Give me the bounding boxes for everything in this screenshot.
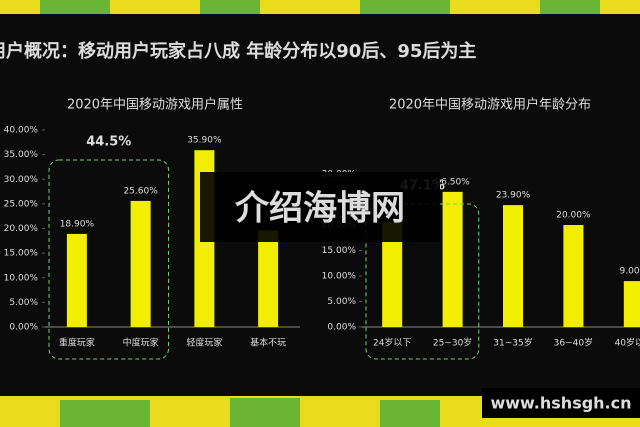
x-tick-label: 40岁以上	[615, 337, 640, 349]
value-label: 23.90%	[496, 191, 531, 201]
y-tick-label: 35.00%	[4, 150, 39, 160]
y-tick-label: 10.00%	[322, 272, 357, 282]
watermark: 介绍海博网	[235, 189, 405, 229]
watermark-box	[200, 172, 440, 242]
bar	[258, 230, 279, 327]
url-box	[482, 388, 640, 418]
bar	[130, 200, 151, 327]
bar	[382, 221, 403, 327]
y-tick-label: 5.00%	[9, 298, 38, 308]
y-tick-label: 10.00%	[4, 273, 39, 283]
x-tick-label: 36~40岁	[554, 337, 593, 349]
chart-title: 2020年中国移动游戏用户年龄分布	[389, 97, 591, 113]
value-label: 26.50%	[435, 177, 470, 187]
y-tick-label: 25.00%	[4, 199, 39, 209]
y-tick-label: 5.00%	[327, 297, 356, 307]
y-tick-label: 0.00%	[9, 323, 38, 333]
watermark-url: www.hshsgh.cn	[490, 394, 631, 413]
value-label: 20.00%	[556, 211, 591, 221]
y-tick-label: 15.00%	[4, 249, 39, 259]
annotation: 44.5%	[86, 135, 131, 150]
bar	[66, 233, 87, 327]
group-box	[365, 203, 480, 360]
y-tick-label: 15.00%	[322, 246, 357, 256]
top-border	[0, 0, 640, 14]
y-tick-label: 30.00%	[4, 175, 39, 185]
y-tick-label: 20.00%	[4, 224, 39, 234]
bar	[623, 281, 640, 327]
group-box	[48, 159, 169, 360]
bar	[442, 191, 463, 327]
x-tick-label: 重度玩家	[59, 337, 95, 349]
chart-title: 2020年中国移动游戏用户属性	[67, 97, 243, 113]
bar	[503, 205, 523, 327]
value-label: 18.90%	[60, 219, 95, 229]
y-tick-label: 0.00%	[327, 323, 356, 333]
x-tick-label: 24岁以下	[373, 337, 411, 349]
y-tick-label: 40.00%	[4, 126, 39, 136]
x-tick-label: 中度玩家	[123, 337, 159, 349]
slide-title: 用户概况：移动用户玩家占八成 年龄分布以90后、95后为主	[0, 40, 476, 62]
value-label: 25.60%	[123, 186, 158, 196]
bar	[563, 225, 584, 327]
bottom-border	[0, 372, 640, 427]
x-tick-label: 轻度玩家	[186, 337, 222, 349]
x-tick-label: 31~35岁	[493, 337, 532, 349]
value-label: 35.90%	[187, 136, 222, 146]
x-tick-label: 25~30岁	[433, 337, 472, 349]
x-tick-label: 基本不玩	[250, 337, 286, 349]
value-label: 9.00%	[620, 267, 640, 277]
